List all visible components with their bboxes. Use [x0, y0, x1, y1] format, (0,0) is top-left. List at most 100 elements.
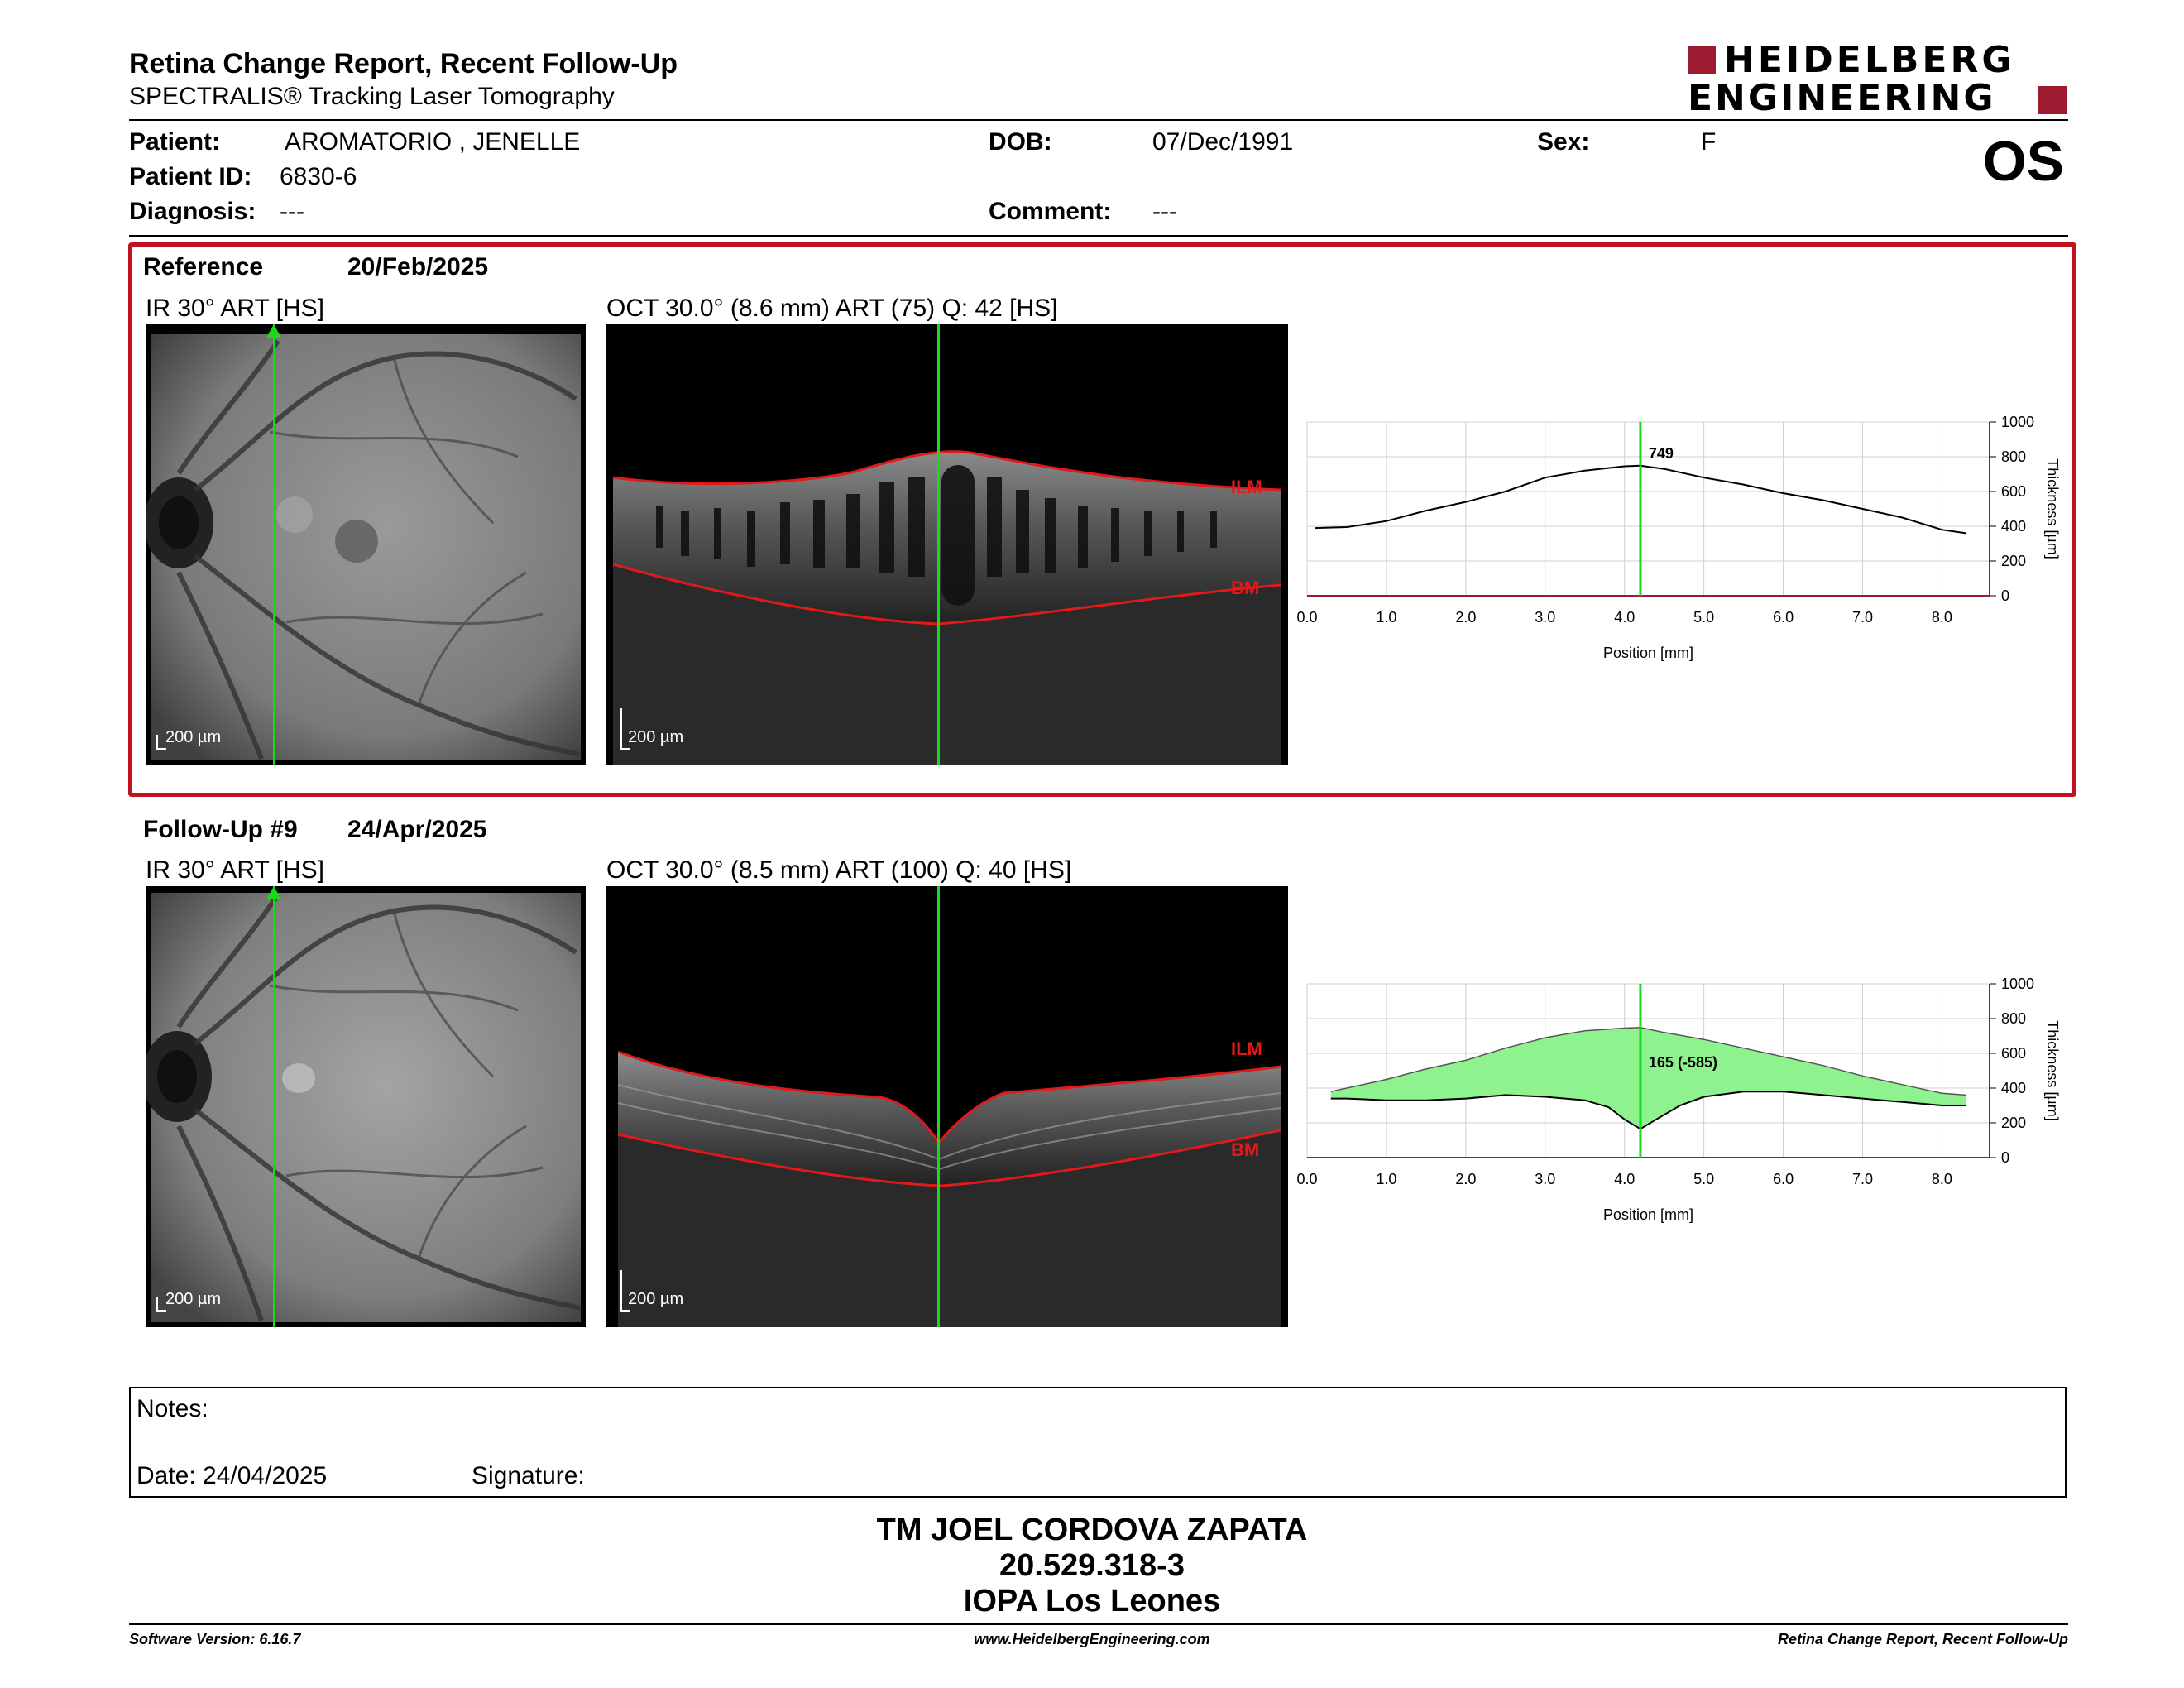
- followup-scan-arrow-icon: [266, 886, 281, 899]
- reference-scan-arrow-icon: [266, 324, 281, 338]
- followup-ir-scanline: [273, 886, 275, 1327]
- notes-date: Date: 24/04/2025: [136, 1462, 328, 1489]
- x-tick-label: 0.0: [1296, 609, 1317, 626]
- diagnosis-label: Diagnosis:: [129, 198, 256, 225]
- y-tick-label: 200: [2001, 1115, 2026, 1131]
- marker-value-label: 165 (-585): [1649, 1054, 1717, 1071]
- y-tick-label: 800: [2001, 448, 2026, 465]
- y-tick-label: 200: [2001, 553, 2026, 569]
- followup-thickness-chart[interactable]: 0 200 400 600 800 1000 0.0 1.0 2.0 3.0 4.0 5.0 6.0 7.…: [1291, 967, 2085, 1240]
- eye-indicator: OS: [1982, 130, 2064, 193]
- y-tick-label: 800: [2001, 1010, 2026, 1027]
- logo-text-2: ENGINEERING: [1688, 77, 1996, 119]
- sex-value: F: [1701, 128, 1717, 156]
- reference-bm-label: BM: [1231, 578, 1260, 598]
- followup-ir-scale-bar-icon: [156, 1297, 166, 1312]
- patient-divider: [129, 235, 2068, 237]
- website-link[interactable]: www.HeidelbergEngineering.com: [974, 1631, 1210, 1647]
- patient-name-label: Patient:: [129, 128, 221, 156]
- y-tick-label: 0: [2001, 587, 2009, 604]
- signer-name: TM JOEL CORDOVA ZAPATA: [876, 1513, 1308, 1547]
- signer-org: IOPA Los Leones: [963, 1584, 1221, 1618]
- x-tick-label: 7.0: [1852, 1171, 1873, 1187]
- comment-label: Comment:: [989, 198, 1112, 225]
- y-tick-label: 600: [2001, 1045, 2026, 1062]
- x-tick-label: 7.0: [1852, 609, 1873, 626]
- x-tick-label: 4.0: [1614, 1171, 1635, 1187]
- reference-ir-title: IR 30° ART [HS]: [146, 295, 324, 322]
- reference-ir-scanline: [273, 324, 275, 765]
- y-axis-label: Thickness [µm]: [2044, 1020, 2061, 1120]
- patient-name: AROMATORIO , JENELLE: [285, 128, 581, 156]
- y-tick-label: 400: [2001, 518, 2026, 535]
- x-tick-label: 2.0: [1455, 1171, 1476, 1187]
- patient-id: 6830-6: [280, 163, 357, 190]
- dob-value: 07/Dec/1991: [1152, 128, 1294, 156]
- x-tick-label: 1.0: [1376, 609, 1396, 626]
- followup-label: Follow-Up #9: [143, 816, 298, 843]
- logo-square-top: [1688, 46, 1716, 74]
- footer-report-name: Retina Change Report, Recent Follow-Up: [1777, 1631, 2068, 1647]
- reference-thickness-chart[interactable]: 0 200 400 600 800 1000 0.0 1.0 2.0 3.0 4.0 5.0 6.0 7.…: [1291, 405, 2085, 679]
- reference-frame: [128, 242, 2076, 797]
- x-tick-label: 6.0: [1773, 609, 1794, 626]
- diagnosis-value: ---: [280, 198, 304, 225]
- y-tick-label: 1000: [2001, 976, 2034, 992]
- heidelberg-logo: HEIDELBERG ENGINEERING: [1688, 39, 2068, 119]
- y-tick-label: 1000: [2001, 414, 2034, 430]
- notes-box[interactable]: [129, 1387, 2067, 1498]
- followup-bm-label: BM: [1231, 1139, 1260, 1160]
- x-tick-label: 4.0: [1614, 609, 1635, 626]
- y-tick-label: 400: [2001, 1080, 2026, 1096]
- x-tick-label: 0.0: [1296, 1171, 1317, 1187]
- logo-text-1: HEIDELBERG: [1724, 39, 2015, 81]
- x-tick-label: 6.0: [1773, 1171, 1794, 1187]
- marker-value-label: 749: [1649, 445, 1674, 462]
- reference-oct-title: OCT 30.0° (8.6 mm) ART (75) Q: 42 [HS]: [606, 295, 1058, 322]
- followup-ir-scale: 200 µm: [165, 1290, 222, 1308]
- x-axis-label: Position [mm]: [1603, 645, 1693, 661]
- x-tick-label: 5.0: [1693, 609, 1714, 626]
- header-divider: [129, 119, 2068, 121]
- reference-oct-scanline: [937, 324, 940, 765]
- reference-label: Reference: [143, 253, 264, 281]
- followup-date: 24/Apr/2025: [347, 816, 487, 843]
- comment-value: ---: [1152, 198, 1177, 225]
- followup-oct-scanline: [937, 886, 940, 1327]
- followup-ir-title: IR 30° ART [HS]: [146, 856, 324, 884]
- followup-ilm-label: ILM: [1231, 1038, 1262, 1059]
- followup-oct-title: OCT 30.0° (8.5 mm) ART (100) Q: 40 [HS]: [606, 856, 1072, 884]
- reference-oct-image[interactable]: ILM BM 200 µm: [606, 324, 1288, 765]
- y-tick-label: 600: [2001, 483, 2026, 500]
- reference-oct-scale: 200 µm: [628, 728, 684, 746]
- reference-ir-image[interactable]: 200 µm: [146, 324, 586, 765]
- followup-oct-image[interactable]: ILM BM 200 µm: [606, 886, 1288, 1327]
- reference-date: 20/Feb/2025: [347, 253, 489, 281]
- followup-ir-image[interactable]: 200 µm: [146, 886, 586, 1327]
- patient-id-label: Patient ID:: [129, 163, 252, 190]
- dob-label: DOB:: [989, 128, 1052, 156]
- x-axis-label: Position [mm]: [1603, 1206, 1693, 1223]
- x-tick-label: 8.0: [1932, 1171, 1952, 1187]
- thickness-change-area: [1330, 1027, 1966, 1129]
- report-title: Retina Change Report, Recent Follow-Up: [129, 48, 678, 79]
- signature-label: Signature:: [472, 1462, 585, 1489]
- reference-ilm-label: ILM: [1231, 477, 1262, 497]
- logo-square-bottom: [2038, 86, 2067, 114]
- signer-id: 20.529.318-3: [999, 1548, 1185, 1583]
- footer-divider: [129, 1623, 2068, 1625]
- y-tick-label: 0: [2001, 1149, 2009, 1166]
- y-axis-label: Thickness [µm]: [2044, 458, 2061, 559]
- sex-label: Sex:: [1537, 128, 1590, 156]
- x-tick-label: 5.0: [1693, 1171, 1714, 1187]
- reference-oct-scale-bar-icon: [620, 708, 630, 750]
- x-tick-label: 3.0: [1535, 1171, 1555, 1187]
- x-tick-label: 8.0: [1932, 609, 1952, 626]
- followup-oct-scale-bar-icon: [620, 1270, 630, 1312]
- software-version: Software Version: 6.16.7: [129, 1631, 301, 1647]
- reference-ir-scale: 200 µm: [165, 728, 222, 746]
- x-tick-label: 1.0: [1376, 1171, 1396, 1187]
- followup-oct-scale: 200 µm: [628, 1290, 684, 1308]
- reference-ir-scale-bar-icon: [156, 735, 166, 750]
- notes-label: Notes:: [136, 1395, 208, 1422]
